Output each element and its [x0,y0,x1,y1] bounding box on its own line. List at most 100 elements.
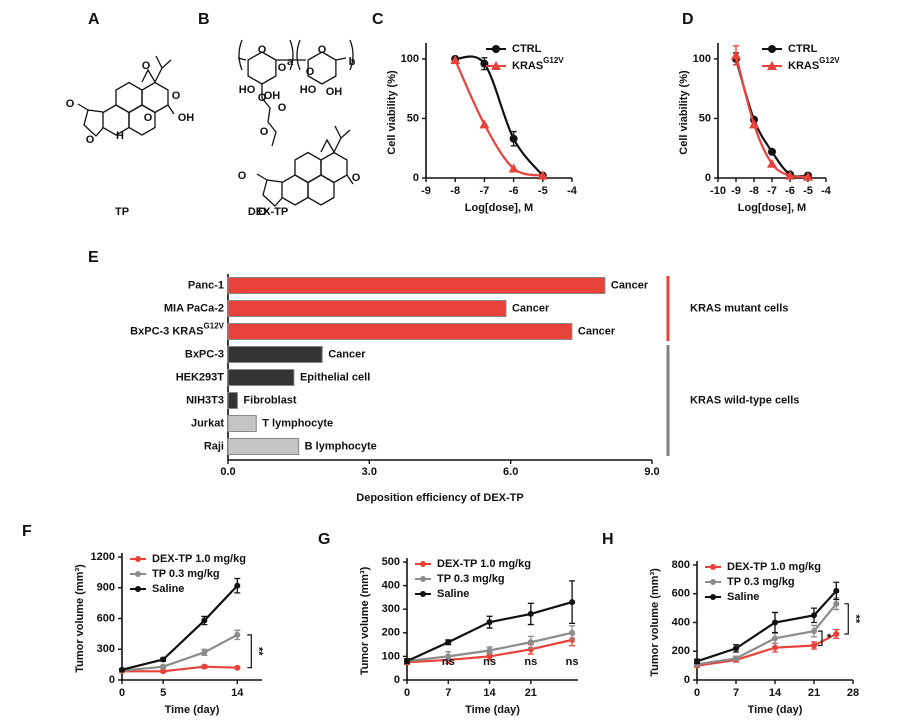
atom-label: O [352,172,361,184]
data-point [527,610,534,617]
fit-curve [454,59,544,177]
x-tick-label: -7 [767,185,777,197]
data-point [731,50,741,60]
data-point [160,668,167,675]
data-point [749,119,759,129]
x-tick-label: 14 [769,687,782,699]
atom-label: OH [264,90,281,102]
y-tick-label: 0 [413,172,419,184]
data-point [234,582,241,589]
data-point [767,61,777,70]
y-axis-label: Tumor volume (mm³) [649,568,661,677]
panel-letter: A [88,11,100,28]
significance-label: ** [252,647,264,656]
series-line [122,665,238,673]
atom-label: O [172,90,181,102]
x-tick-label: -5 [538,185,548,197]
y-tick-label: 900 [97,582,115,594]
legend-label: TP 0.3 mg/kg [727,576,795,588]
y-tick-label: 600 [97,612,115,624]
x-axis-label: Deposition efficiency of DEX-TP [356,492,523,504]
data-point [201,649,208,656]
data-point [201,663,208,670]
carbonyl [256,173,268,181]
atom-label: O [238,170,247,182]
category-label: NIH3T3 [186,394,224,406]
data-point [234,664,241,671]
data-point [833,631,840,637]
significance-bracket [818,630,823,647]
bar [227,392,238,409]
y-tick-label: 600 [672,588,690,600]
data-point [833,587,840,594]
panel-letter: E [88,249,99,266]
y-tick-label: 100 [382,650,400,662]
y-tick-label: 0 [684,674,690,686]
x-tick-label: 21 [808,687,820,699]
x-axis-label: Log[dose], M [465,202,533,214]
ring [307,174,335,206]
atom-label: OH [178,112,195,124]
x-tick-label: -10 [710,185,726,197]
atom-label: O [258,92,267,104]
legend-label: DEX-TP 1.0 mg/kg [727,561,821,573]
bar-annotation: Cancer [512,302,550,314]
x-tick-label: 7 [733,687,739,699]
hydroxyl [346,174,354,185]
y-tick-label: 100 [693,53,711,65]
data-point [404,658,410,665]
y-tick-label: 200 [382,627,400,639]
data-point [772,644,778,651]
significance-label: ** [849,615,861,624]
atom-label: b [349,56,356,68]
atom-label: HO [239,84,256,96]
x-axis-label: Log[dose], M [738,202,806,214]
category-label: BxPC-3 [185,348,224,360]
legend-label: CTRL [788,43,818,55]
legend-marker [420,561,426,567]
data-point [785,170,795,180]
y-tick-label: 50 [699,112,711,124]
bar [227,277,606,294]
atom-label: O [258,206,267,218]
legend-label: TP 0.3 mg/kg [152,568,220,580]
significance-label: ns [524,656,537,668]
data-point [768,45,776,53]
x-tick-label: 21 [525,687,537,699]
y-axis-label: Cell viability (%) [386,70,398,155]
atom-label: O [278,102,287,114]
bar [227,323,573,340]
category-label: Panc-1 [188,279,224,291]
data-point [768,147,776,156]
legend-label: Saline [152,583,184,595]
legend-label: DEX-TP 1.0 mg/kg [437,558,531,570]
y-tick-label: 0 [109,674,115,686]
panel-letter: B [198,11,210,28]
legend-label: KRASG12V [788,56,840,72]
significance-label: ns [483,656,496,668]
category-label: Jurkat [191,417,224,429]
y-tick-label: 800 [672,559,690,571]
legend-marker [420,576,426,582]
atom-label: HO [300,84,317,96]
x-tick-label: 28 [847,687,859,699]
lactone [83,109,104,137]
data-point [234,631,241,638]
data-point [767,158,777,168]
data-point [160,663,167,670]
sugar-ring [247,51,277,85]
lactone [262,179,283,207]
series-line [121,584,239,671]
atom-label: O [144,112,153,124]
x-tick-label: 3.0 [362,466,377,478]
x-tick-label: 0.0 [220,466,235,478]
x-tick-label: 7 [445,687,451,699]
legend-label: DEX-TP 1.0 mg/kg [152,553,246,565]
epoxide [141,68,156,83]
atom-label: H [116,130,124,142]
x-tick-label: 14 [483,687,496,699]
data-point [811,612,817,619]
y-tick-label: 50 [407,112,419,124]
atom-label: O [306,66,315,78]
